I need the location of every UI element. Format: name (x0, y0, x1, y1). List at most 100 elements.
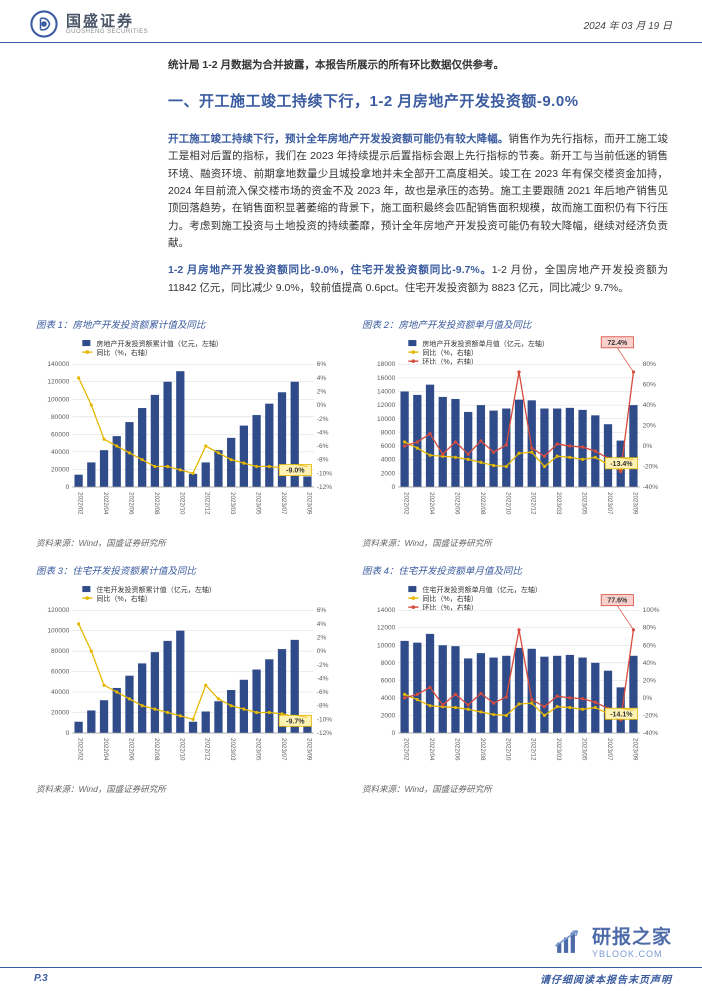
svg-text:8000: 8000 (381, 429, 396, 436)
svg-text:2022/06: 2022/06 (453, 738, 460, 761)
svg-text:10000: 10000 (377, 416, 396, 423)
svg-text:6000: 6000 (381, 443, 396, 450)
svg-text:2022/08: 2022/08 (153, 492, 160, 515)
svg-text:40%: 40% (643, 402, 656, 409)
disclaimer: 请仔细阅读本报告末页声明 (540, 971, 672, 986)
svg-text:0%: 0% (643, 443, 653, 450)
svg-text:4000: 4000 (381, 457, 396, 464)
svg-text:-8%: -8% (317, 457, 329, 464)
svg-text:40%: 40% (643, 660, 656, 667)
svg-text:120000: 120000 (47, 607, 69, 614)
svg-text:8000: 8000 (381, 660, 396, 667)
svg-text:2023/09: 2023/09 (631, 738, 638, 761)
svg-text:2000: 2000 (381, 713, 396, 720)
svg-text:房地产开发投资额累计值（亿元，左轴）: 房地产开发投资额累计值（亿元，左轴） (96, 339, 223, 348)
svg-text:72.4%: 72.4% (607, 340, 628, 347)
svg-text:0%: 0% (317, 402, 327, 409)
svg-text:-2%: -2% (317, 662, 329, 669)
svg-text:2023/09: 2023/09 (631, 492, 638, 515)
page-footer: P.3 请仔细阅读本报告末页声明 (0, 967, 702, 991)
page-header: 国盛证券 GUOSHENG SECURITIES 2024 年 03 月 19 … (0, 0, 702, 43)
svg-text:-20%: -20% (643, 713, 658, 720)
svg-text:2%: 2% (317, 388, 327, 395)
chart-4-source: 资料来源：Wind，国盛证券研究所 (360, 783, 672, 795)
svg-text:-9.7%: -9.7% (286, 718, 305, 725)
svg-text:0%: 0% (317, 648, 327, 655)
svg-text:2022/02: 2022/02 (403, 492, 410, 515)
svg-text:2023/05: 2023/05 (255, 492, 262, 515)
svg-text:同比（%，右轴）: 同比（%，右轴） (96, 348, 151, 357)
chart-1-title: 图表 1：房地产开发投资额累计值及同比 (34, 317, 346, 331)
page-number: P.3 (34, 973, 48, 984)
svg-text:2022/06: 2022/06 (127, 738, 134, 761)
p1-body: 销售作为先行指标，而开工施工竣工是相对后置的指标，我们在 2023 年持续提示后… (168, 133, 668, 249)
svg-text:20000: 20000 (51, 710, 70, 717)
svg-text:60%: 60% (643, 642, 656, 649)
svg-text:2022/08: 2022/08 (479, 738, 486, 761)
svg-text:2023/07: 2023/07 (606, 738, 613, 761)
svg-text:2022/02: 2022/02 (77, 492, 84, 515)
chart-1: 房地产开发投资额累计值（亿元，左轴）同比（%，右轴）02000040000600… (34, 334, 346, 535)
svg-text:0: 0 (66, 730, 70, 737)
svg-text:14000: 14000 (377, 388, 396, 395)
svg-text:80000: 80000 (51, 414, 70, 421)
section-heading: 一、开工施工竣工持续下行，1-2 月房地产开发投资额-9.0% (168, 90, 668, 115)
chart-2-block: 图表 2：房地产开发投资额单月值及同比 房地产开发投资额单月值（亿元，左轴）同比… (360, 317, 672, 549)
company-name-en: GUOSHENG SECURITIES (66, 29, 148, 35)
svg-text:2022/06: 2022/06 (453, 492, 460, 515)
svg-text:6%: 6% (317, 361, 327, 368)
chart-2: 房地产开发投资额单月值（亿元，左轴）同比（%，右轴）环比（%，右轴）020004… (360, 334, 672, 535)
chart-4: 住宅开发投资额单月值（亿元，左轴）同比（%，右轴）环比（%，右轴）0200040… (360, 580, 672, 781)
p2-lead: 1-2 月房地产开发投资额同比-9.0%，住宅开发投资额同比-9.7%。 (168, 264, 492, 276)
svg-text:-6%: -6% (317, 443, 329, 450)
company-name-cn: 国盛证券 (66, 14, 148, 29)
svg-text:40000: 40000 (51, 689, 70, 696)
svg-text:14000: 14000 (377, 607, 396, 614)
svg-text:80%: 80% (643, 361, 656, 368)
svg-text:60000: 60000 (51, 431, 70, 438)
watermark: 研报之家 YBLOOK.COM (552, 922, 672, 959)
chart-4-title: 图表 4：住宅开发投资额单月值及同比 (360, 563, 672, 577)
svg-text:-13.4%: -13.4% (610, 461, 633, 468)
svg-text:4%: 4% (317, 621, 327, 628)
svg-text:-40%: -40% (643, 730, 658, 737)
svg-text:2022/06: 2022/06 (127, 492, 134, 515)
svg-text:0: 0 (392, 484, 396, 491)
svg-text:0: 0 (66, 484, 70, 491)
chart-1-source: 资料来源：Wind，国盛证券研究所 (34, 537, 346, 549)
summary-note: 统计局 1-2 月数据为合并披露，本报告所展示的所有环比数据仅供参考。 (168, 57, 668, 74)
svg-text:40000: 40000 (51, 449, 70, 456)
svg-text:120000: 120000 (47, 379, 69, 386)
svg-text:2022/10: 2022/10 (504, 738, 511, 761)
svg-text:16000: 16000 (377, 375, 396, 382)
svg-text:18000: 18000 (377, 361, 396, 368)
chart-2-source: 资料来源：Wind，国盛证券研究所 (360, 537, 672, 549)
chart-2-title: 图表 2：房地产开发投资额单月值及同比 (360, 317, 672, 331)
svg-text:140000: 140000 (47, 361, 69, 368)
p1-lead: 开工施工竣工持续下行，预计全年房地产开发投资额可能仍有较大降幅。 (168, 133, 509, 145)
svg-text:60000: 60000 (51, 669, 70, 676)
svg-text:80000: 80000 (51, 648, 70, 655)
svg-text:6000: 6000 (381, 678, 396, 685)
svg-text:2022/04: 2022/04 (428, 492, 435, 515)
svg-text:同比（%，右轴）: 同比（%，右轴） (96, 594, 151, 603)
svg-text:-12%: -12% (317, 730, 332, 737)
watermark-sub: YBLOOK.COM (592, 949, 672, 959)
svg-text:房地产开发投资额单月值（亿元，左轴）: 房地产开发投资额单月值（亿元，左轴） (422, 339, 549, 348)
svg-text:2022/08: 2022/08 (153, 738, 160, 761)
svg-text:2022/04: 2022/04 (102, 738, 109, 761)
logo: 国盛证券 GUOSHENG SECURITIES (30, 10, 148, 38)
svg-text:2022/08: 2022/08 (479, 492, 486, 515)
svg-text:同比（%，右轴）: 同比（%，右轴） (422, 594, 477, 603)
chart-3: 住宅开发投资额累计值（亿元，左轴）同比（%，右轴） 0 20000 40000 6000… (34, 580, 346, 781)
svg-text:-20%: -20% (643, 463, 658, 470)
svg-text:住宅开发投资额累计值（亿元，左轴）: 住宅开发投资额累计值（亿元，左轴） (96, 585, 216, 594)
svg-text:2023/05: 2023/05 (581, 492, 588, 515)
svg-text:2023/09: 2023/09 (305, 738, 312, 761)
svg-text:2022/12: 2022/12 (204, 492, 211, 515)
svg-text:6%: 6% (317, 607, 327, 614)
svg-text:2023/09: 2023/09 (305, 492, 312, 515)
svg-text:0%: 0% (643, 695, 653, 702)
svg-text:4000: 4000 (381, 695, 396, 702)
svg-text:80%: 80% (643, 625, 656, 632)
